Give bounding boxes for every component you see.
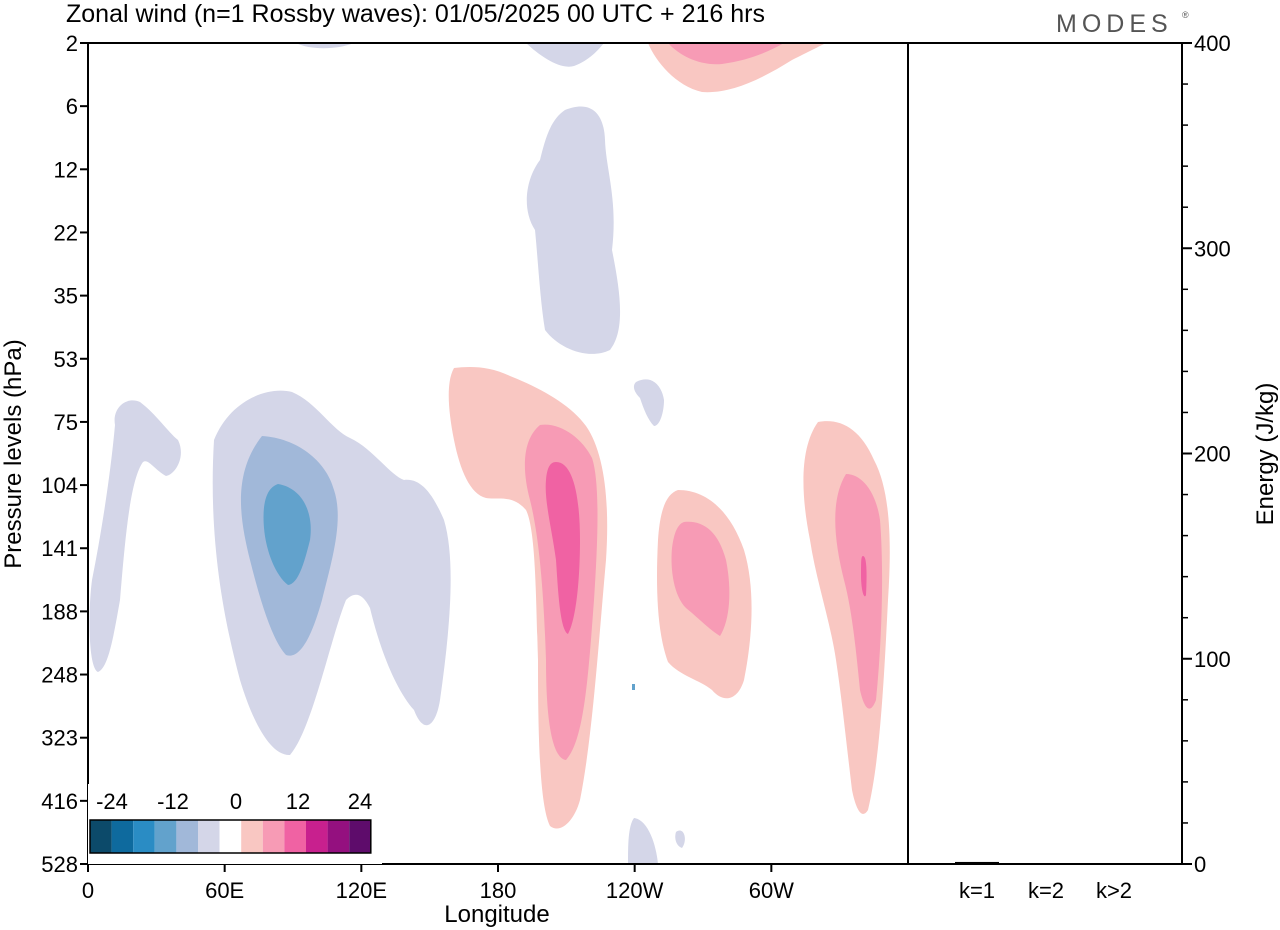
- blob-west: [89, 400, 181, 672]
- colorbar-swatch: [90, 820, 112, 853]
- x-tick-label: 120E: [336, 878, 387, 903]
- x-tick-label: 60E: [205, 878, 244, 903]
- blob-east-pacific-core: [671, 521, 730, 636]
- y-axis-title: Pressure levels (hPa): [0, 339, 27, 568]
- blob-top-east-core: [668, 43, 784, 65]
- y-tick-label: 104: [41, 473, 78, 498]
- energy-axis-title: Energy (J/kg): [1252, 383, 1279, 526]
- blob-atlantic-mid: [835, 474, 883, 709]
- energy-category-label: k=2: [1028, 878, 1064, 903]
- colorbar-swatch: [133, 820, 155, 853]
- y-tick-label: 248: [41, 663, 78, 688]
- y-tick-label: 188: [41, 599, 78, 624]
- energy-bar: [955, 861, 999, 864]
- x-tick-label: 60W: [749, 878, 794, 903]
- x-tick-label: 180: [480, 878, 517, 903]
- blob-bottom-b: [675, 830, 685, 848]
- y-tick-label: 416: [41, 789, 78, 814]
- energy-bar: [1024, 863, 1068, 864]
- colorbar-swatch: [327, 820, 350, 853]
- colorbar-swatch: [262, 820, 285, 853]
- y-tick-label: 2: [66, 31, 78, 56]
- colorbar-swatch: [306, 820, 328, 853]
- colorbar-label: -12: [157, 789, 189, 814]
- colorbar: -24 -12 0 12 24: [88, 784, 382, 864]
- colorbar-swatch: [154, 820, 177, 853]
- colorbar-swatch: [241, 820, 263, 853]
- energy-axis: 0 100 200 300 400: [1182, 31, 1231, 877]
- energy-category-label: k>2: [1096, 878, 1132, 903]
- x-tick-label: 120W: [606, 878, 664, 903]
- colorbar-label: -24: [96, 789, 128, 814]
- y-tick-label: 53: [54, 347, 78, 372]
- colorbar-label: 24: [348, 789, 372, 814]
- blob-bottom-a: [628, 818, 658, 864]
- colorbar-label: 0: [230, 789, 242, 814]
- modes-logo: MODES: [1056, 10, 1173, 38]
- energy-tick-label: 100: [1194, 647, 1231, 672]
- colorbar-swatch: [284, 820, 306, 853]
- y-tick-label: 75: [54, 410, 78, 435]
- energy-bar-panel: k=1 k=2 k>2: [955, 861, 1136, 903]
- colorbar-swatch: [198, 820, 220, 853]
- y-tick-label: 12: [54, 157, 78, 182]
- pressure-axis: 2 6 12 22 35 53 75 104 141 188 248 323 416 528: [41, 31, 88, 877]
- colorbar-border: [89, 819, 372, 854]
- energy-tick-label: 200: [1194, 442, 1231, 467]
- energy-category-label: k=1: [959, 878, 995, 903]
- colorbar-label: 12: [286, 789, 310, 814]
- y-tick-label: 141: [41, 536, 78, 561]
- colorbar-swatch: [219, 820, 242, 853]
- blob-stratosphere: [526, 106, 621, 354]
- y-tick-label: 528: [41, 852, 78, 877]
- blob-indian-ocean: [212, 390, 451, 756]
- x-axis-title: Longitude: [444, 901, 549, 928]
- x-tick-label: 0: [82, 878, 94, 903]
- colorbar-swatch: [349, 820, 371, 853]
- y-tick-label: 6: [66, 94, 78, 119]
- blob-dateline-core: [545, 462, 580, 634]
- contour-field: [89, 43, 890, 864]
- blob-atlantic-core: [861, 556, 867, 597]
- energy-bar: [1092, 863, 1136, 864]
- energy-tick-label: 300: [1194, 236, 1231, 261]
- chart-title: Zonal wind (n=1 Rossby waves): 01/05/202…: [66, 0, 765, 28]
- y-tick-label: 323: [41, 726, 78, 751]
- colorbar-swatch: [111, 820, 134, 853]
- blob-small-east: [633, 379, 664, 426]
- longitude-axis: 0 60E 120E 180 120W 60W: [82, 864, 794, 903]
- y-tick-label: 22: [54, 220, 78, 245]
- y-tick-label: 35: [54, 284, 78, 309]
- energy-tick-label: 0: [1194, 852, 1206, 877]
- blob-top-far-west: [296, 43, 354, 49]
- blob-top-west: [526, 43, 604, 67]
- speck: [632, 684, 635, 690]
- energy-tick-label: 400: [1194, 31, 1231, 56]
- colorbar-swatch: [176, 820, 198, 853]
- blob-indian-ocean-core: [263, 484, 311, 585]
- logo-registered-mark: ®: [1182, 10, 1189, 20]
